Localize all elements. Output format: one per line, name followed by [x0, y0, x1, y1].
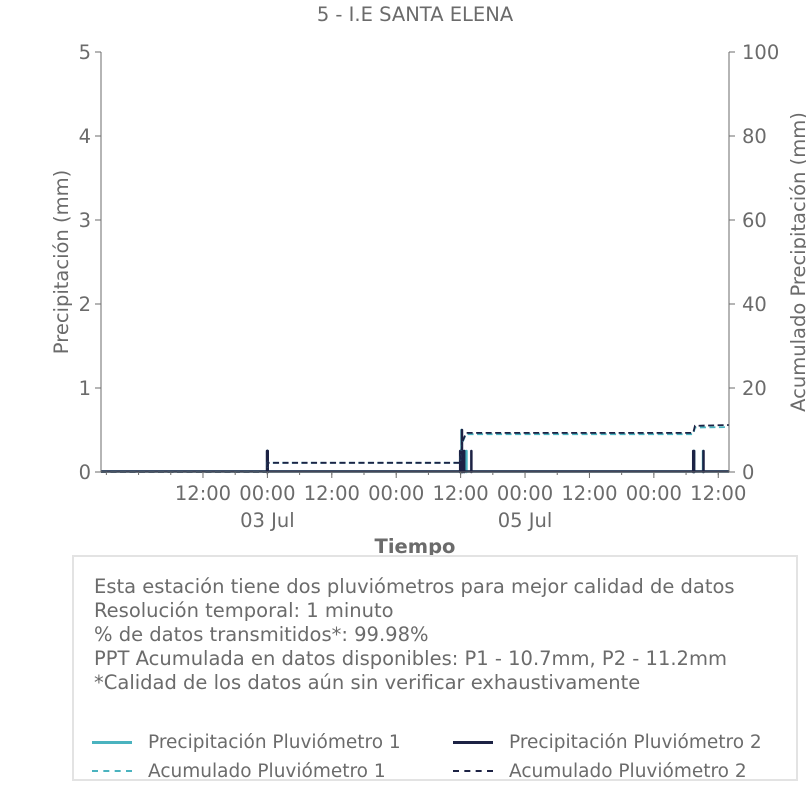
y-tick-label-0: 0 [79, 461, 91, 484]
legend-item-accum-2: Acumulado Pluviómetro 2 [453, 758, 747, 784]
x-axis-label: Tiempo [375, 535, 456, 558]
y-tick-label-3: 3 [79, 209, 91, 232]
series-4-line [101, 424, 730, 473]
y-axis-label: Precipitación (mm) [50, 170, 73, 354]
y2-tick-label-3: 60 [742, 209, 767, 232]
legend-swatch-precip-2 [453, 740, 493, 744]
axes: 0 1 2 3 4 5 0 20 40 60 80 100 12:00 00:00 03 Jul 12:00 0… [79, 41, 780, 532]
legend-label-precip-2: Precipitación Pluviómetro 2 [509, 731, 762, 753]
info-line-resolution: Resolución temporal: 1 minuto [94, 599, 394, 622]
legend-label-accum-2: Acumulado Pluviómetro 2 [509, 760, 747, 782]
info-line-transmitted: % de datos transmitidos*: 99.98% [94, 623, 429, 646]
y-tick-label-5: 5 [79, 41, 91, 64]
legend-swatch-precip-1 [92, 740, 132, 744]
x-tick-label-1: 00:00 [239, 482, 295, 505]
legend-item-precip-1: Precipitación Pluviómetro 1 [92, 729, 401, 755]
plot-area [101, 424, 730, 474]
x-tick-label-5: 00:00 [497, 482, 553, 505]
y2-tick-label-5: 100 [742, 41, 779, 64]
y2-tick-label-2: 40 [742, 293, 767, 316]
info-line-quality-note: *Calidad de los datos aún sin verificar … [94, 671, 641, 694]
y2-tick-label-1: 20 [742, 377, 767, 400]
y-tick-label-1: 1 [79, 377, 91, 400]
x-tick-label-0: 12:00 [175, 482, 231, 505]
legend-item-precip-2: Precipitación Pluviómetro 2 [453, 729, 762, 755]
chart-title: 5 - I.E SANTA ELENA [317, 3, 514, 26]
x-tick-label-6: 12:00 [561, 482, 617, 505]
x-tick-label-4: 12:00 [433, 482, 489, 505]
legend-item-accum-1: Acumulado Pluviómetro 1 [92, 758, 386, 784]
y2-axis-label: Acumulado Precipitación (mm) [787, 112, 806, 412]
info-text: Esta estación tiene dos pluviómetros par… [94, 575, 735, 695]
legend-swatch-accum-2 [453, 770, 493, 772]
legend: Precipitación Pluviómetro 1 Precipitació… [92, 729, 792, 785]
info-line-accumulated: PPT Acumulada en datos disponibles: P1 -… [94, 647, 727, 670]
y-tick-label-4: 4 [79, 125, 91, 148]
y2-tick-label-4: 80 [742, 125, 767, 148]
x-tick-label-8: 12:00 [690, 482, 746, 505]
series-3-line [101, 426, 730, 473]
info-line-two-gauges: Esta estación tiene dos pluviómetros par… [94, 575, 735, 598]
legend-label-precip-1: Precipitación Pluviómetro 1 [148, 731, 401, 753]
x-tick-label-2: 12:00 [304, 482, 360, 505]
y-tick-label-2: 2 [79, 293, 91, 316]
legend-swatch-accum-1 [92, 770, 132, 772]
y2-tick-label-0: 0 [742, 461, 754, 484]
x-tick-label-7: 00:00 [626, 482, 682, 505]
rainfall-chart: 5 - I.E SANTA ELENA 0 1 2 3 4 5 0 20 40 60 80 100 12… [50, 3, 806, 558]
x-tick-date-label-1: 03 Jul [240, 509, 295, 532]
x-tick-label-3: 00:00 [368, 482, 424, 505]
x-tick-date-label-5: 05 Jul [498, 509, 553, 532]
legend-label-accum-1: Acumulado Pluviómetro 1 [148, 760, 386, 782]
info-panel: Esta estación tiene dos pluviómetros par… [72, 555, 798, 782]
